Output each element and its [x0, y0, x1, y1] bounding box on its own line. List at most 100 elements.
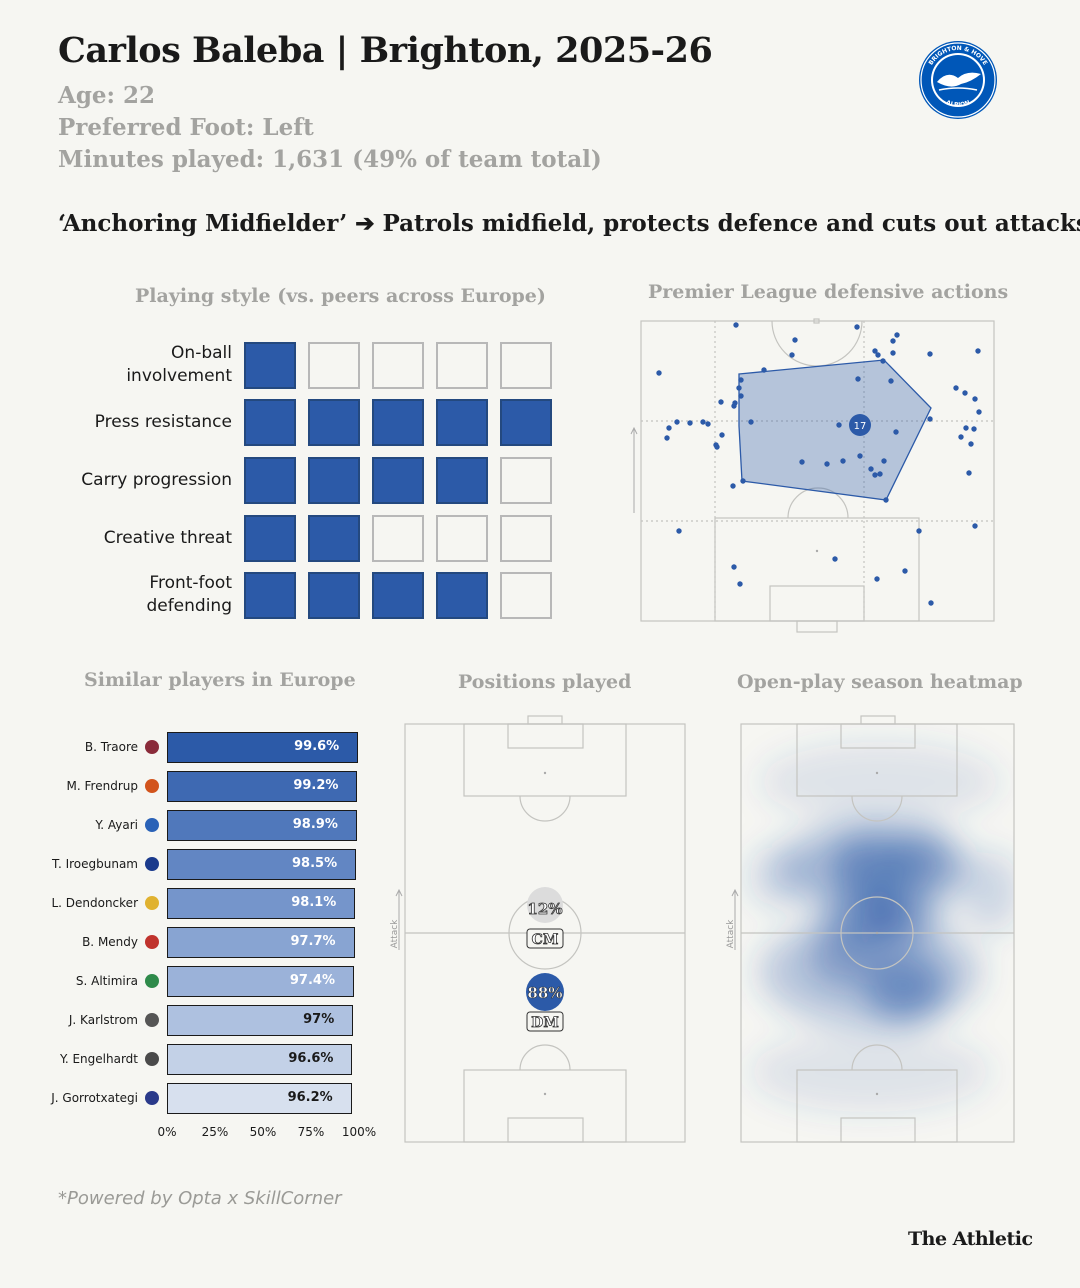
style-level-square [500, 572, 552, 619]
attack-direction-label: Attack [390, 919, 400, 949]
defensive-action-dot [971, 426, 977, 432]
defensive-action-dot [953, 385, 959, 391]
season-heatmap: Attack [726, 715, 1015, 1143]
player-role: ‘Anchoring Midfielder’ ➔ Patrols midfiel… [58, 210, 1080, 237]
defensive-action-dot [674, 419, 680, 425]
positions-pitch: Attack 12% CM 88% DM [390, 715, 686, 1143]
style-level-square [436, 457, 488, 504]
defensive-action-dot [730, 483, 736, 489]
defensive-action-dot [832, 556, 838, 562]
defensive-action-dot [855, 376, 861, 382]
style-level-square [500, 399, 552, 446]
style-level-square [308, 457, 360, 504]
x-axis-tick-label: 100% [341, 1125, 377, 1139]
dm-code: DM [531, 1015, 559, 1031]
similar-player-name: J. Gorrotxategi [51, 1091, 138, 1105]
similarity-bar: 98.1% [167, 888, 356, 919]
style-level-square [308, 399, 360, 446]
similarity-value: 96.6% [288, 1051, 334, 1066]
style-row-label: Carry progression [81, 470, 232, 490]
style-level-square [244, 515, 296, 562]
similarity-bar: 98.9% [167, 810, 357, 841]
x-axis-tick-label: 75% [297, 1125, 325, 1139]
brand-logo: The Athletic [908, 1228, 1033, 1250]
x-axis-tick-label: 50% [249, 1125, 277, 1139]
style-level-square [436, 572, 488, 619]
style-row-label: Front-foot defending [146, 573, 232, 616]
defensive-action-dot [736, 385, 742, 391]
defensive-action-dot [738, 377, 744, 383]
style-row-label: On-ball involvement [126, 343, 232, 386]
club-badge-icon [145, 740, 159, 754]
defensive-action-dot [890, 338, 896, 344]
similarity-value: 99.6% [294, 739, 340, 754]
club-badge-icon [145, 1091, 159, 1105]
defensive-action-dot [687, 420, 693, 426]
defensive-action-dot [875, 352, 881, 358]
similarity-value: 98.9% [292, 817, 338, 832]
defensive-action-dot [824, 461, 830, 467]
similarity-bar: 99.2% [167, 771, 358, 802]
similarity-bar: 96.2% [167, 1083, 352, 1114]
style-level-square [244, 399, 296, 446]
defensive-action-dot [792, 337, 798, 343]
style-row-label: Press resistance [94, 412, 232, 432]
defensive-action-dot [740, 478, 746, 484]
similarity-value: 97.7% [290, 934, 336, 949]
defensive-action-dot [962, 390, 968, 396]
similarity-bar: 97.7% [167, 927, 355, 958]
style-level-square [308, 342, 360, 389]
defensive-action-dot [883, 497, 889, 503]
defensive-action-dot [718, 399, 724, 405]
defensive-action-dot [714, 444, 720, 450]
defensive-action-dot [928, 600, 934, 606]
defensive-action-dot [872, 472, 878, 478]
playing-style-title: Playing style (vs. peers across Europe) [135, 285, 546, 307]
defensive-action-dot [705, 421, 711, 427]
defensive-action-dot [966, 470, 972, 476]
defensive-action-dot [748, 419, 754, 425]
x-axis-tick-label: 0% [157, 1125, 177, 1139]
club-badge-icon [145, 779, 159, 793]
defensive-action-dot [799, 459, 805, 465]
defensive-action-dot [963, 425, 969, 431]
dm-percent: 88% [527, 984, 562, 1002]
similarity-value: 99.2% [293, 778, 339, 793]
similar-player-name: Y. Ayari [95, 818, 138, 832]
defensive-action-dot [975, 348, 981, 354]
style-level-square [244, 342, 296, 389]
defensive-action-dot [719, 432, 725, 438]
defensive-action-dot [761, 367, 767, 373]
defensive-action-dot [854, 324, 860, 330]
defensive-action-dot [958, 434, 964, 440]
defensive-action-dot [857, 453, 863, 459]
similar-player-name: Y. Engelhardt [59, 1052, 138, 1066]
similar-player-name: M. Frendrup [66, 779, 138, 793]
positions-title: Positions played [458, 671, 632, 693]
similar-player-name: L. Dendoncker [51, 896, 138, 910]
cm-percent: 12% [527, 900, 562, 918]
heatmap-title: Open-play season heatmap [737, 671, 1023, 693]
defensive-action-dot [656, 370, 662, 376]
club-badge-icon [145, 1052, 159, 1066]
dm-position-marker [526, 973, 564, 1011]
defensive-action-dot [676, 528, 682, 534]
club-badge-icon [145, 818, 159, 832]
defensive-action-dot [902, 568, 908, 574]
defensive-actions-pitch: 17 [630, 318, 995, 633]
style-level-square [436, 342, 488, 389]
defensive-action-dot [789, 352, 795, 358]
similarity-value: 98.5% [292, 856, 338, 871]
cm-code: CM [532, 932, 559, 948]
similar-player-name: T. Iroegbunam [52, 857, 138, 871]
style-level-square [308, 572, 360, 619]
club-badge-icon [145, 896, 159, 910]
similarity-value: 98.1% [291, 895, 337, 910]
defensive-action-dot [840, 458, 846, 464]
style-level-square [372, 399, 424, 446]
club-badge-icon [145, 1013, 159, 1027]
style-level-square [372, 572, 424, 619]
defensive-action-dot [731, 403, 737, 409]
club-badge-icon [145, 935, 159, 949]
style-level-square [244, 572, 296, 619]
